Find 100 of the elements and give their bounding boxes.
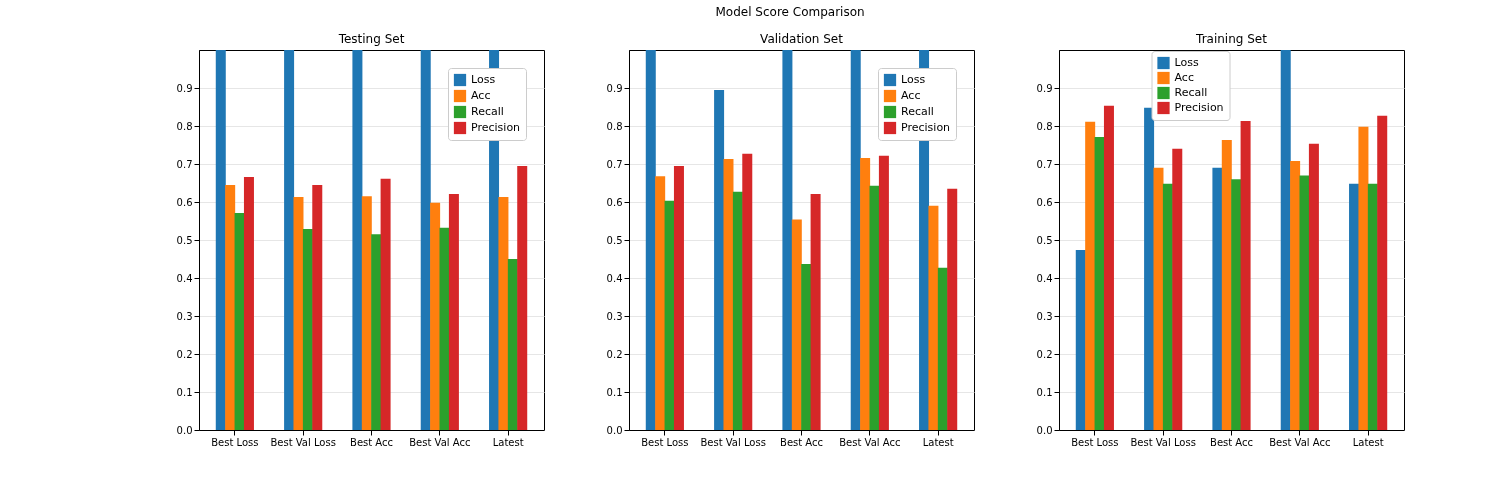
bar — [352, 50, 363, 430]
chart-title: Training Set — [1195, 32, 1268, 46]
bar — [742, 153, 753, 430]
bar — [420, 50, 431, 430]
x-tick-label: Best Loss — [1071, 436, 1119, 448]
y-tick-label: 0.3 — [176, 310, 193, 322]
chart-title: Testing Set — [337, 32, 405, 46]
bar — [1221, 140, 1232, 430]
y-tick-label: 0.4 — [1036, 272, 1053, 284]
chart-title: Validation Set — [760, 32, 844, 46]
y-tick-label: 0.6 — [1036, 196, 1053, 208]
bar — [1240, 121, 1251, 430]
y-tick-label: 0.7 — [176, 158, 193, 170]
x-tick-label: Best Acc — [780, 436, 823, 448]
x-tick-label: Best Val Loss — [700, 436, 766, 448]
bar — [732, 191, 743, 430]
bar — [371, 234, 382, 430]
x-tick-label: Best Val Acc — [839, 436, 901, 448]
bar — [430, 202, 441, 430]
bar — [1144, 107, 1155, 430]
bar — [723, 159, 734, 430]
y-tick-label: 0.1 — [606, 386, 623, 398]
bar — [1162, 183, 1173, 430]
legend-label: Loss — [1174, 56, 1199, 69]
y-tick-label: 0.2 — [606, 348, 623, 360]
y-tick-label: 0.4 — [176, 272, 193, 284]
y-tick-label: 0.2 — [176, 348, 193, 360]
bar — [937, 267, 948, 430]
bar — [312, 184, 323, 430]
bar — [243, 176, 254, 430]
bar — [293, 197, 304, 430]
x-tick-label: Best Val Acc — [409, 436, 471, 448]
bar — [1280, 50, 1291, 430]
bar — [1290, 160, 1301, 430]
bar — [1308, 143, 1319, 430]
x-tick-label: Best Val Acc — [1269, 436, 1331, 448]
y-tick-label: 0.8 — [176, 120, 193, 132]
bar — [1231, 179, 1242, 430]
bar — [810, 194, 821, 430]
bar — [448, 194, 459, 430]
bar — [714, 89, 725, 430]
bar — [782, 50, 793, 430]
y-tick-label: 0.2 — [1036, 348, 1053, 360]
bar — [791, 219, 802, 430]
bar — [673, 165, 684, 430]
y-tick-label: 0.5 — [1036, 234, 1053, 246]
y-tick-label: 0.0 — [1036, 424, 1053, 436]
bar — [361, 196, 372, 430]
bar — [215, 50, 226, 430]
y-tick-label: 0.3 — [606, 310, 623, 322]
y-tick-label: 0.8 — [606, 120, 623, 132]
bar — [801, 263, 812, 430]
bar — [869, 185, 880, 430]
bar — [645, 50, 656, 430]
bar — [234, 213, 245, 430]
legend-label: Recall — [471, 105, 504, 118]
bar — [302, 228, 313, 430]
x-tick-label: Latest — [492, 436, 524, 448]
y-tick-label: 0.3 — [1036, 310, 1053, 322]
legend-label: Precision — [1174, 101, 1224, 114]
x-tick-label: Best Val Loss — [270, 436, 336, 448]
y-tick-label: 0.1 — [1036, 386, 1053, 398]
bar — [498, 197, 509, 430]
x-tick-label: Best Acc — [1210, 436, 1253, 448]
y-tick-label: 0.8 — [1036, 120, 1053, 132]
legend-label: Loss — [471, 73, 496, 86]
bar — [1172, 148, 1183, 430]
bar — [439, 227, 450, 430]
bar — [225, 184, 236, 430]
y-tick-label: 0.0 — [176, 424, 193, 436]
y-tick-label: 0.4 — [606, 272, 623, 284]
y-tick-label: 0.1 — [176, 386, 193, 398]
bar — [947, 188, 958, 430]
bar — [928, 205, 939, 430]
y-tick-label: 0.6 — [176, 196, 193, 208]
y-tick-label: 0.9 — [606, 82, 623, 94]
bar — [1212, 167, 1223, 430]
bar — [664, 200, 675, 430]
bar — [517, 165, 528, 430]
bar — [1358, 126, 1369, 430]
bar — [1153, 167, 1164, 430]
legend-label: Recall — [901, 105, 934, 118]
legend-label: Precision — [471, 121, 521, 134]
y-tick-label: 0.7 — [606, 158, 623, 170]
legend-label: Acc — [901, 89, 921, 102]
x-tick-label: Latest — [922, 436, 954, 448]
legend-label: Acc — [1174, 71, 1194, 84]
bar — [1075, 249, 1086, 430]
y-tick-label: 0.7 — [1036, 158, 1053, 170]
bar — [380, 178, 391, 430]
y-tick-label: 0.6 — [606, 196, 623, 208]
legend-label: Loss — [901, 73, 926, 86]
y-tick-label: 0.5 — [176, 234, 193, 246]
bar — [1299, 175, 1310, 430]
bar — [1377, 115, 1388, 430]
bar — [1085, 121, 1096, 430]
x-tick-label: Best Loss — [641, 436, 689, 448]
y-tick-label: 0.9 — [176, 82, 193, 94]
bar — [1367, 183, 1378, 430]
bar — [507, 259, 518, 430]
